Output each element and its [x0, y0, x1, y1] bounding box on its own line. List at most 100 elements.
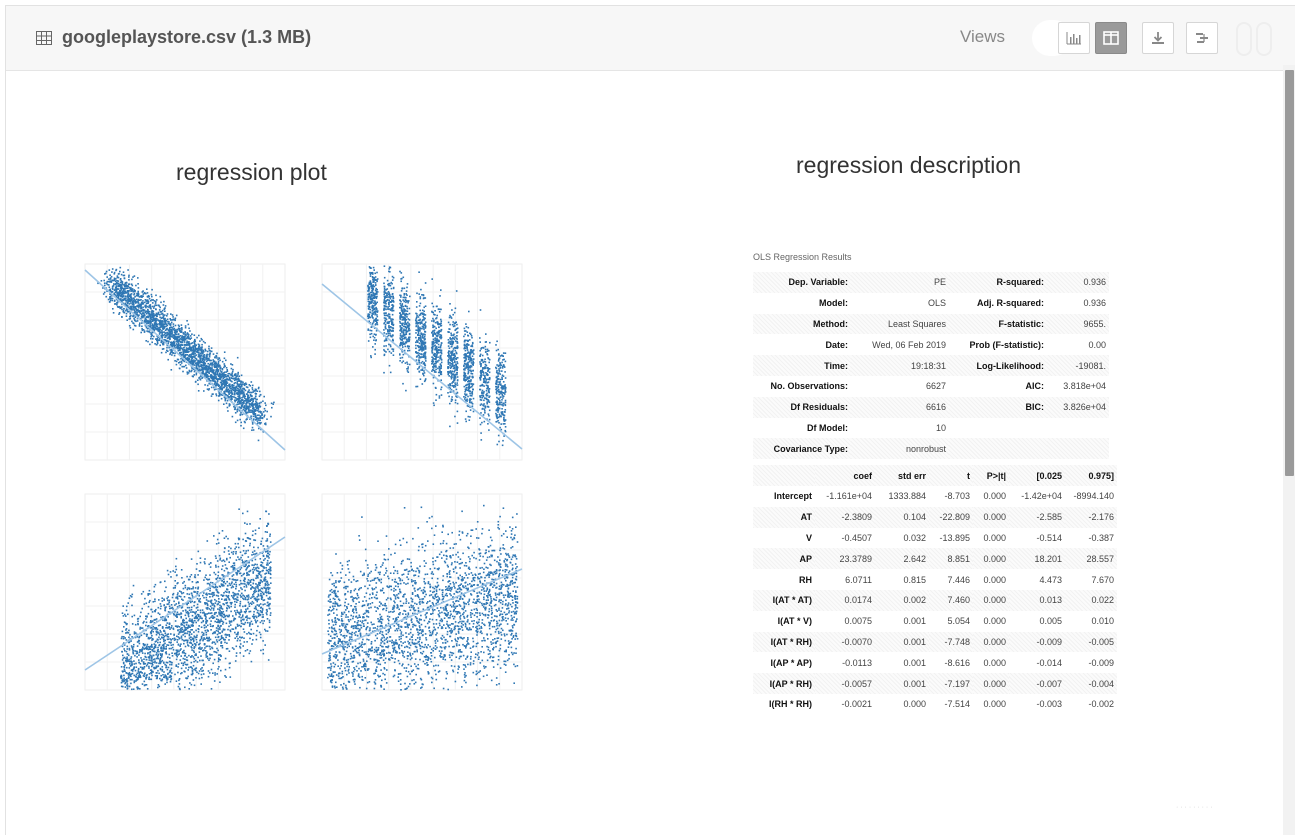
summary-value: 10 [935, 422, 946, 433]
coef-header: P>|t| [973, 465, 1009, 486]
coef-value: -8994.140 [1073, 491, 1114, 502]
summary-value [1047, 438, 1109, 460]
coef-value: 6.0711 [845, 574, 872, 585]
ols-coef-table: coef std err t P>|t| [0.025 0.975] Intercept -1… [753, 465, 1117, 715]
coef-value: -7.197 [929, 673, 973, 694]
scatter-points [367, 265, 507, 447]
coef-header: std err [875, 465, 929, 486]
link-icon [1236, 22, 1272, 56]
summary-value: -19081. [1047, 355, 1109, 376]
coef-value: 0.000 [973, 631, 1009, 653]
coef-row: I(AP * RH) -0.0057 0.001 -7.197 0.000 -0.007-… [753, 673, 1117, 694]
summary-key: BIC: [949, 396, 1047, 418]
coef-value: 0.001 [875, 673, 929, 694]
summary-key [949, 418, 1047, 439]
coef-value: -2.3809 [815, 506, 875, 528]
coef-value: 7.460 [929, 589, 973, 611]
coef-value: -2.585 [1009, 506, 1065, 528]
summary-value: 9655. [1047, 313, 1109, 335]
coef-value: 0.000 [983, 491, 1006, 502]
coef-value: 0.001 [875, 631, 929, 653]
scatter-panel-rh [321, 493, 523, 691]
coef-term: I(RH * RH) [769, 699, 812, 710]
regression-plot-title: regression plot [176, 159, 327, 185]
coef-value: 2.642 [875, 548, 929, 570]
summary-value: nonrobust [851, 438, 949, 460]
summary-key: F-statistic: [949, 313, 1047, 335]
summary-row: No. Observations: 6627 AIC: 3.818e+04 [753, 376, 1109, 397]
scatter-points [120, 508, 272, 691]
coef-row: I(AP * AP) -0.0113 0.001 -8.616 0.000 -0.014 -… [753, 652, 1117, 673]
coef-value: 7.670 [1091, 574, 1114, 585]
summary-row: Df Residuals: 6616 BIC: 3.826e+04 [753, 396, 1109, 418]
coef-value: 0.000 [973, 506, 1009, 528]
summary-value: 0.936 [1047, 272, 1109, 293]
coef-value: -0.0070 [815, 631, 875, 653]
coef-value: -0.0021 [841, 699, 872, 710]
coef-value: -2.176 [1065, 506, 1117, 528]
coef-term: I(AP * RH) [753, 673, 815, 694]
coef-value: -7.748 [929, 631, 973, 653]
coef-term: Intercept [773, 491, 812, 502]
coef-value: 0.0174 [815, 589, 875, 611]
coef-term: V [805, 532, 812, 543]
coef-value: 0.022 [1065, 589, 1117, 611]
coef-header-row: coef std err t P>|t| [0.025 0.975] [753, 465, 1117, 486]
summary-value: PE [851, 272, 949, 293]
coef-value: 0.000 [983, 532, 1006, 543]
summary-key: Dep. Variable: [753, 272, 851, 293]
chart-view-button[interactable] [1058, 22, 1090, 54]
regression-plots-image [84, 263, 523, 691]
coef-value: -0.0057 [815, 673, 875, 694]
summary-key: No. Observations: [770, 381, 848, 392]
coef-value: -0.004 [1065, 673, 1117, 694]
ols-caption: OLS Regression Results [753, 252, 852, 262]
coef-value: -0.4507 [841, 532, 872, 543]
coef-value: 0.815 [903, 574, 926, 585]
coef-value: -13.895 [939, 532, 970, 543]
summary-value: 3.818e+04 [1063, 381, 1106, 392]
summary-row: Time: 19:18:31 Log-Likelihood: -19081. [753, 355, 1109, 376]
ols-summary-table: Dep. Variable: PE R-squared: 0.936 Model: OLS… [753, 272, 1109, 460]
coef-row: AT -2.3809 0.104 -22.809 0.000 -2.585 -2.176 [753, 506, 1117, 528]
summary-value: 0.936 [1083, 298, 1106, 309]
coef-row: I(RH * RH) -0.0021 0.000 -7.514 0.000 -0.003 -… [753, 694, 1117, 715]
summary-row: Method: Least Squares F-statistic: 9655. [753, 313, 1109, 335]
coef-header: coef [815, 465, 875, 486]
coef-header: [0.025 [1009, 465, 1065, 486]
coef-value: -0.514 [1036, 532, 1062, 543]
summary-value: 3.826e+04 [1047, 396, 1109, 418]
coef-row: Intercept -1.161e+04 1333.884 -8.703 0.000 -1… [753, 486, 1117, 507]
scatter-panel-ap [84, 493, 286, 691]
coef-value: 0.013 [1009, 589, 1065, 611]
coef-row: RH 6.0711 0.815 7.446 0.000 4.473 7.670 [753, 569, 1117, 590]
summary-value [1047, 418, 1109, 439]
coef-value: 0.0075 [844, 616, 872, 627]
coef-row: I(AT * V) 0.0075 0.001 5.054 0.000 0.005 0.010 [753, 611, 1117, 632]
fit-line [84, 536, 286, 671]
panel-frame [84, 493, 286, 691]
coef-value: -7.514 [944, 699, 970, 710]
coef-value: 0.001 [903, 657, 926, 668]
coef-value: -22.809 [929, 506, 973, 528]
coef-value: -0.009 [1009, 631, 1065, 653]
summary-key: Prob (F-statistic): [969, 339, 1044, 350]
download-icon [1152, 32, 1164, 44]
structure-button[interactable] [1186, 22, 1218, 54]
fit-line [321, 283, 523, 450]
summary-row: Model: OLS Adj. R-squared: 0.936 [753, 293, 1109, 314]
summary-value: 6616 [851, 396, 949, 418]
scrollbar-thumb[interactable] [1285, 70, 1294, 476]
summary-key: Df Residuals: [753, 396, 851, 418]
coef-value: 23.3789 [815, 548, 875, 570]
faded-footer-mark: · · · · · · · · · [1176, 804, 1213, 811]
summary-key: Df Model: [807, 422, 848, 433]
summary-key: R-squared: [949, 272, 1047, 293]
ols-summary: OLS Regression Results Dep. Variable: PE R… [753, 252, 1123, 715]
summary-row: Date: Wed, 06 Feb 2019 Prob (F-statistic):… [753, 334, 1109, 355]
download-button[interactable] [1142, 22, 1174, 54]
coef-value: -0.003 [1036, 699, 1062, 710]
coef-row: V -0.4507 0.032 -13.895 0.000 -0.514 -0.387 [753, 528, 1117, 549]
columns-icon [1103, 31, 1119, 45]
split-view-button[interactable] [1095, 22, 1127, 54]
